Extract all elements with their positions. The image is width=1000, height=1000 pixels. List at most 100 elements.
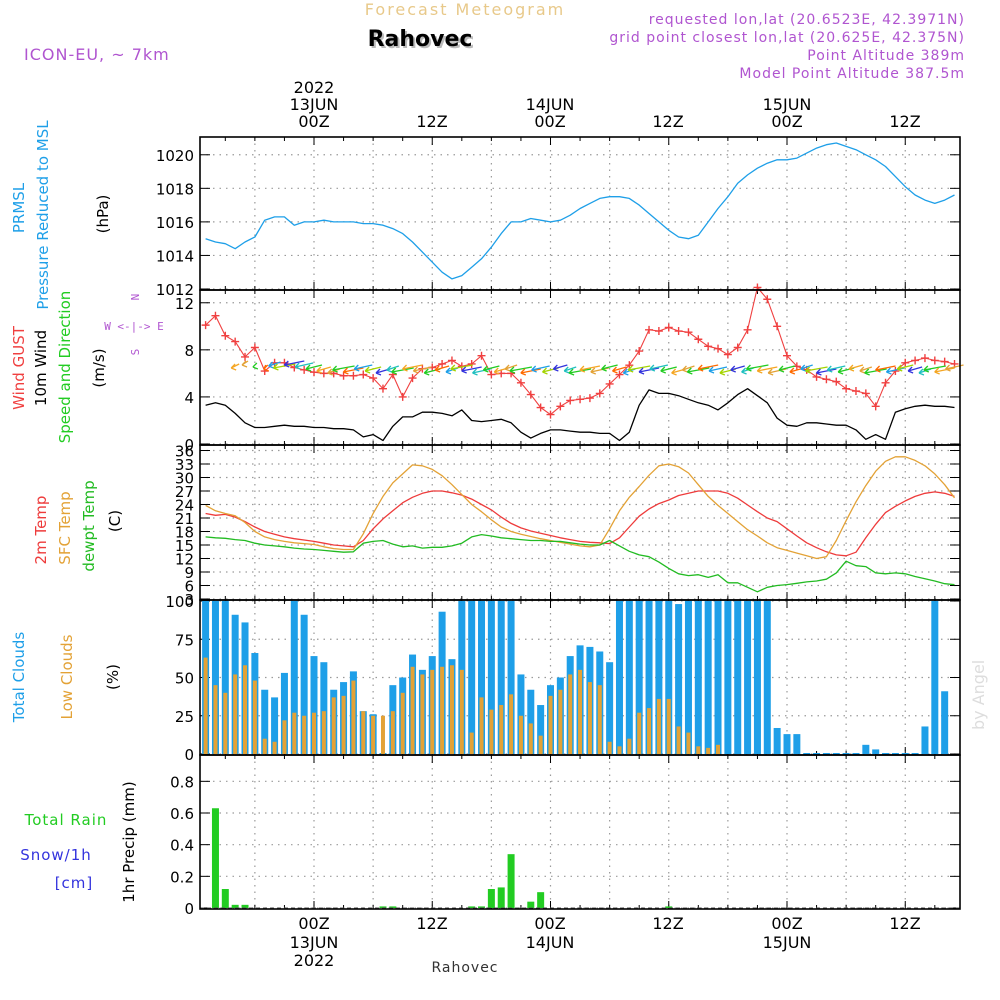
wind-gust-marker	[477, 351, 486, 360]
y-tick-label: 1012	[156, 281, 194, 299]
low-cloud-bar	[548, 695, 553, 754]
low-cloud-bar	[686, 732, 691, 754]
temp-sfc-label: SFC Temp	[56, 491, 74, 564]
low-cloud-bar	[499, 705, 504, 754]
y-tick-label: 12	[175, 551, 194, 569]
total-cloud-bar	[694, 601, 702, 754]
total-cloud-bar	[763, 601, 771, 754]
total-cloud-bar	[655, 601, 663, 754]
total-cloud-bar	[606, 662, 614, 754]
y-tick-label: 27	[175, 483, 194, 501]
bottom-year: 2022	[294, 951, 335, 970]
snow-label: Snow/1h	[20, 846, 92, 864]
wind-gust-marker	[339, 371, 348, 380]
low-cloud-bar	[449, 665, 454, 754]
wind-direction-arrow	[826, 365, 846, 373]
wind-direction-arrow	[875, 365, 896, 373]
rain-label: Total Rain	[24, 811, 108, 829]
total-cloud-bar	[941, 691, 949, 754]
wind-gust-marker	[822, 375, 831, 384]
total-cloud-bar	[310, 656, 318, 754]
rain-bar	[211, 808, 219, 908]
total-cloud-bar	[300, 614, 308, 754]
total-cloud-bar	[507, 601, 515, 754]
compass-south: S	[129, 349, 142, 356]
top-hour-5: 00Z	[771, 112, 802, 131]
total-cloud-bar	[842, 753, 850, 755]
wind-direction-arrow	[461, 366, 482, 374]
top-date-3: 15JUN	[763, 95, 812, 114]
rain-bar	[507, 854, 515, 908]
y-tick-label: 36	[175, 443, 194, 461]
total-cloud-bar	[803, 753, 811, 755]
y-tick-label: 1016	[156, 214, 194, 232]
low-cloud-bar	[558, 689, 563, 754]
top-hour-2: 12Z	[416, 112, 447, 131]
low-cloud-bar	[528, 723, 533, 754]
wind-gust-marker	[723, 350, 732, 359]
wind-gust-marker	[250, 343, 259, 352]
rain-bar	[665, 906, 673, 908]
temp-dewpt-label: dewpt Temp	[80, 480, 98, 571]
low-cloud-bar	[440, 666, 445, 754]
wind-direction-arrow	[342, 367, 364, 375]
wind-gust-marker	[231, 337, 240, 346]
pressure-label-msl: Pressure Reduced to MSL	[34, 120, 52, 310]
low-cloud-bar	[400, 692, 405, 754]
total-cloud-bar	[478, 601, 486, 754]
y-tick-label: 8	[184, 342, 194, 360]
total-cloud-bar	[487, 601, 495, 754]
low-cloud-bar	[430, 669, 435, 754]
wind-gust-marker	[447, 356, 456, 365]
rain-bar	[527, 901, 535, 908]
wind-gust-marker	[438, 359, 447, 368]
low-cloud-bar	[676, 726, 681, 754]
snow-unit-label: [cm]	[55, 874, 94, 892]
wind-direction-arrow	[730, 365, 745, 373]
low-cloud-bar	[587, 682, 592, 754]
pressure-label-prmsl: PRMSL	[10, 182, 28, 233]
low-cloud-bar	[331, 697, 336, 754]
wind-gust-marker	[664, 323, 673, 332]
low-cloud-bar	[371, 715, 376, 754]
low-cloud-bar	[351, 680, 356, 754]
gridpoint-coords: grid point closest lon,lat (20.625E, 42.…	[609, 30, 965, 46]
total-cloud-bar	[724, 601, 732, 754]
wind-gust-marker	[901, 358, 910, 367]
wind-direction-arrow	[756, 366, 778, 374]
total-cloud-bar	[261, 689, 269, 754]
wind-10m-line	[205, 388, 955, 442]
wind-gust-marker	[714, 344, 723, 353]
wind-direction-arrow	[220, 362, 230, 368]
bottom-date-3: 15JUN	[763, 933, 812, 952]
total-cloud-bar	[882, 753, 890, 755]
panel-frame	[199, 444, 961, 601]
y-tick-label: 30	[175, 470, 194, 488]
low-cloud-bar	[390, 711, 395, 754]
wind-gust-marker	[241, 352, 250, 361]
temp-2m-label: 2m Temp	[32, 496, 50, 565]
y-tick-label: 50	[175, 670, 194, 688]
y-tick-label: 4	[184, 389, 194, 407]
y-tick-label: 1018	[156, 180, 194, 198]
low-cloud-bar	[420, 674, 425, 754]
y-tick-label: 1014	[156, 247, 194, 265]
wind-gust-marker	[625, 361, 634, 370]
panel-frame	[199, 754, 961, 910]
low-cloud-bar	[223, 692, 228, 754]
total-cloud-bar	[675, 604, 683, 754]
low-cloud-bar	[469, 732, 474, 754]
bottom-hour-3: 00Z	[534, 914, 565, 933]
wind-direction-arrow	[805, 366, 828, 374]
wind-direction-arrow	[504, 364, 518, 372]
wind-gust-marker	[349, 371, 358, 380]
wind-direction-arrow	[907, 366, 923, 374]
rain-bar	[231, 904, 239, 908]
model-name: ICON-EU, ~ 7km	[24, 45, 170, 64]
rain-bar	[379, 906, 387, 908]
total-cloud-bar	[497, 601, 505, 754]
wind-gust-marker	[546, 410, 555, 419]
wind-unit: (m/s)	[90, 348, 108, 387]
wind-gust-marker	[930, 356, 939, 365]
